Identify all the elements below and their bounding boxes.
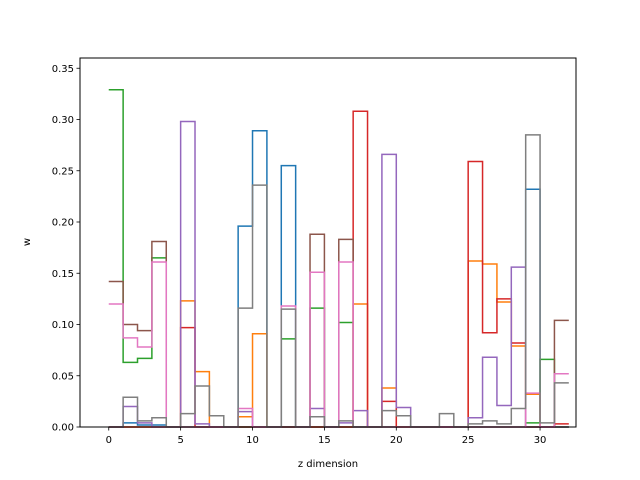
x-axis: 0 5 10 15 20 25 30 <box>106 427 547 446</box>
y-tick-label: 0.25 <box>52 166 74 177</box>
y-tick-label: 0.15 <box>52 269 74 280</box>
x-axis-label: z dimension <box>298 459 358 470</box>
y-tick-label: 0.30 <box>52 115 74 126</box>
y-tick-label: 0.10 <box>52 320 74 331</box>
plot-frame <box>79 57 577 428</box>
x-tick-label: 20 <box>390 435 403 446</box>
x-tick-label: 15 <box>318 435 331 446</box>
y-tick-label: 0.00 <box>52 423 74 434</box>
x-tick-label: 25 <box>462 435 475 446</box>
x-tick-label: 30 <box>534 435 547 446</box>
y-axis: 0.00 0.05 0.10 0.15 0.20 0.25 0.30 0.35 <box>52 64 80 434</box>
x-tick-label: 10 <box>246 435 259 446</box>
y-axis-label: w <box>22 238 33 246</box>
x-tick-label: 0 <box>106 435 112 446</box>
y-tick-label: 0.35 <box>52 64 74 75</box>
x-tick-label: 5 <box>177 435 183 446</box>
y-tick-label: 0.20 <box>52 218 74 229</box>
y-tick-label: 0.05 <box>52 371 74 382</box>
